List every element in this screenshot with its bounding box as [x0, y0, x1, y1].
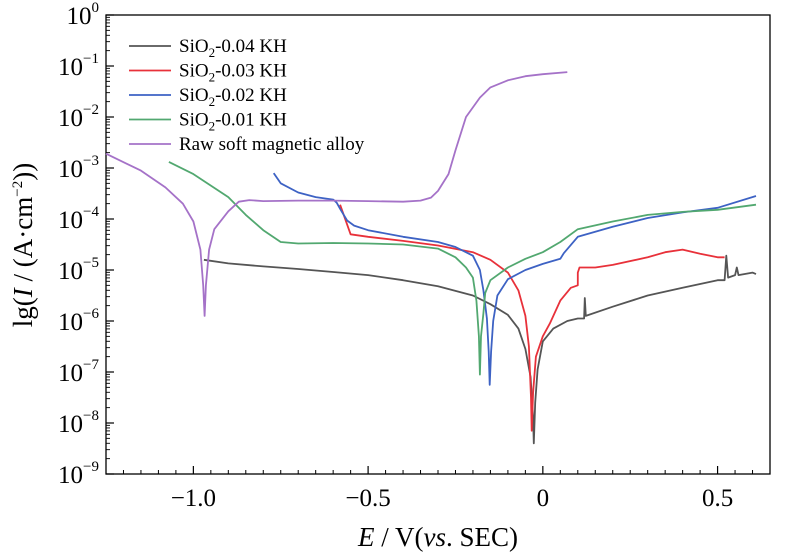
y-tick-label: 10−3 — [58, 153, 99, 183]
plot-frame — [105, 14, 771, 475]
legend-label: SiO2-0.02 KH — [179, 85, 287, 109]
x-tick-label: 0 — [537, 485, 550, 512]
y-tick-label: 10−8 — [58, 408, 99, 438]
series-line-1 — [203, 254, 757, 445]
series-line-3 — [272, 172, 757, 386]
series-line-2 — [339, 204, 725, 432]
y-tick-label: 10−1 — [58, 51, 99, 81]
y-tick-label: 10−5 — [58, 255, 99, 285]
y-tick-label: 100 — [67, 0, 100, 30]
legend-label: SiO2-0.03 KH — [179, 61, 287, 85]
y-axis-title: lg(I / (A·cm−2)) — [8, 163, 38, 327]
y-tick-label: 10−4 — [58, 204, 99, 234]
x-tick-label: −0.5 — [345, 485, 390, 512]
series-line-5 — [105, 71, 568, 317]
x-tick-label: 0.5 — [702, 485, 733, 512]
y-tick-label: 10−6 — [58, 306, 99, 336]
y-tick-label: 10−7 — [58, 357, 99, 387]
legend-label: SiO2-0.01 KH — [179, 110, 287, 134]
series-line-4 — [168, 161, 757, 376]
x-tick-label: −1.0 — [171, 485, 216, 512]
data-series — [105, 71, 757, 445]
legend-label: SiO2-0.04 KH — [179, 36, 287, 60]
legend-label: Raw soft magnetic alloy — [179, 134, 365, 155]
x-axis-title: E / V(vs. SEC) — [357, 522, 518, 552]
y-tick-label: 10−9 — [58, 459, 99, 489]
tick-marks: −1.0 −0.5 0 0.5 10−9 10−8 10−7 10−6 10−5 10−4 10−3… — [58, 0, 771, 512]
y-tick-label: 10−2 — [58, 102, 99, 132]
